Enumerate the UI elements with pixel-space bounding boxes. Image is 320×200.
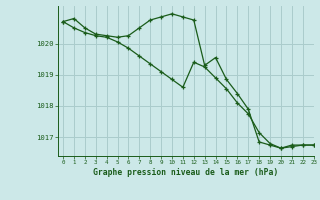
X-axis label: Graphe pression niveau de la mer (hPa): Graphe pression niveau de la mer (hPa) xyxy=(93,168,278,177)
